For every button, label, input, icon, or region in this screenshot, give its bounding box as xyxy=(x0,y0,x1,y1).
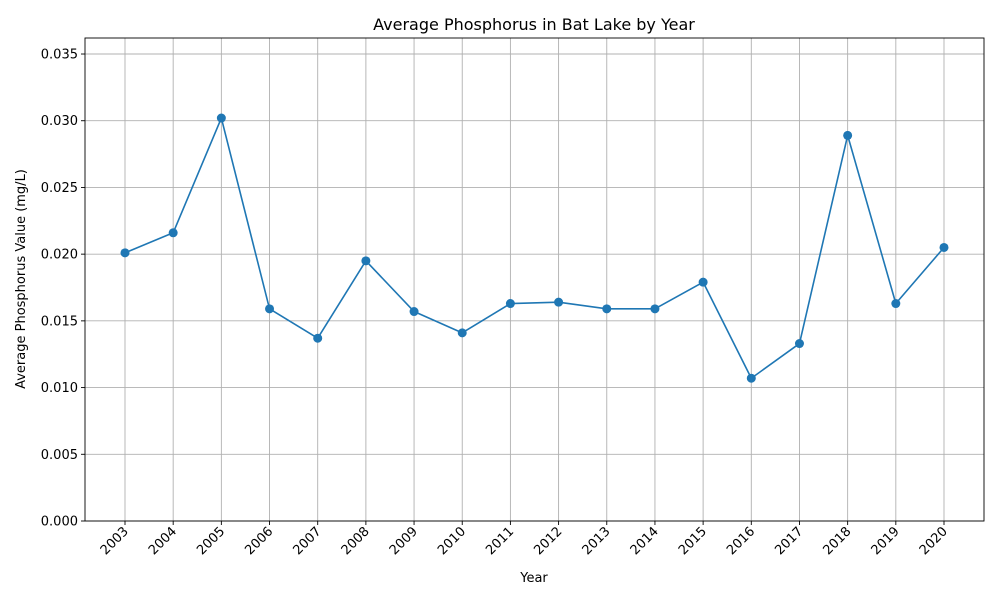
x-tick-label: 2019 xyxy=(869,524,903,558)
data-point xyxy=(794,339,804,349)
y-tick-label: 0.020 xyxy=(41,248,78,263)
y-tick-label: 0.010 xyxy=(41,381,78,396)
x-tick-label: 2012 xyxy=(531,524,565,558)
x-tick-label: 2013 xyxy=(580,524,614,558)
data-point xyxy=(602,304,612,314)
x-tick-label: 2005 xyxy=(194,524,228,558)
data-point xyxy=(120,248,130,258)
x-tick-label: 2006 xyxy=(242,524,276,558)
y-tick-label: 0.035 xyxy=(41,48,78,63)
y-tick-label: 0.015 xyxy=(41,314,78,329)
chart-title: Average Phosphorus in Bat Lake by Year xyxy=(373,15,695,34)
y-tick-label: 0.000 xyxy=(41,515,78,530)
x-tick-label: 2015 xyxy=(676,524,710,558)
y-axis-title: Average Phosphorus Value (mg/L) xyxy=(14,169,29,389)
data-point xyxy=(650,304,660,314)
data-point xyxy=(216,113,226,123)
x-tick-label: 2020 xyxy=(917,524,951,558)
data-point xyxy=(168,228,178,238)
x-tick-label: 2010 xyxy=(435,524,469,558)
data-point xyxy=(554,297,564,307)
x-tick-label: 2008 xyxy=(339,524,373,558)
x-tick-label: 2007 xyxy=(291,524,325,558)
data-point xyxy=(505,299,515,309)
x-tick-label: 2014 xyxy=(628,524,662,558)
data-point xyxy=(843,130,853,140)
data-point xyxy=(698,277,708,287)
data-point xyxy=(313,333,323,343)
x-axis-title: Year xyxy=(519,571,548,586)
x-tick-label: 2018 xyxy=(820,524,854,558)
plot-frame xyxy=(84,37,985,522)
data-point xyxy=(891,299,901,309)
grid xyxy=(85,38,984,522)
x-tick-label: 2017 xyxy=(772,524,806,558)
x-tick-label: 2011 xyxy=(483,524,517,558)
axes: 2003 2004 2005 2006 2007 2008 2009 2010 2011 2012… xyxy=(41,37,985,558)
y-tick-label: 0.005 xyxy=(41,448,78,463)
series xyxy=(120,113,949,383)
x-tick-label: 2003 xyxy=(98,524,132,558)
data-point xyxy=(409,307,419,317)
x-tick-label: 2009 xyxy=(387,524,421,558)
y-tick-label: 0.030 xyxy=(41,114,78,129)
series-line xyxy=(124,117,945,380)
data-point xyxy=(265,304,275,314)
y-tick-label: 0.025 xyxy=(41,181,78,196)
data-point xyxy=(939,242,949,252)
data-point xyxy=(361,256,371,266)
data-point xyxy=(457,328,467,338)
x-tick-label: 2004 xyxy=(146,524,180,558)
data-point xyxy=(746,373,756,383)
x-tick-label: 2016 xyxy=(724,524,758,558)
